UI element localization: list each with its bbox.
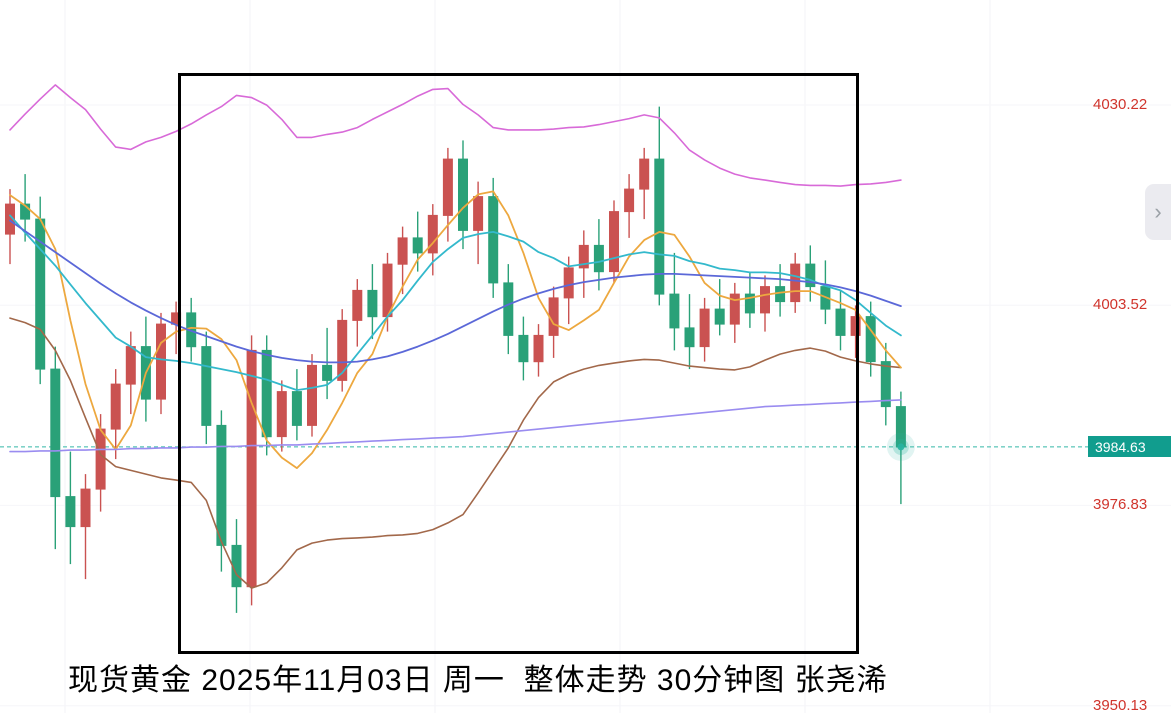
candle	[624, 188, 635, 213]
candle	[835, 308, 846, 336]
candle	[352, 289, 363, 321]
candle	[65, 496, 76, 528]
ma-fast-orange-line	[9, 190, 902, 470]
candle	[790, 263, 801, 303]
candle	[110, 383, 121, 430]
candle	[156, 323, 166, 400]
ma-long-purple-line	[9, 399, 902, 453]
candle	[533, 334, 544, 363]
candle	[563, 267, 574, 299]
candle	[367, 289, 378, 318]
panel-expand-button[interactable]: ›	[1145, 184, 1171, 240]
candle	[850, 316, 861, 336]
candle	[50, 368, 61, 498]
candle	[307, 364, 317, 426]
candle	[669, 293, 680, 329]
annotation-rectangle[interactable]	[178, 73, 859, 654]
candle	[276, 391, 287, 438]
candle	[714, 308, 725, 325]
candle	[503, 282, 514, 336]
candle	[593, 244, 604, 273]
ma-mid-cyan-line	[9, 214, 902, 392]
candle	[458, 158, 468, 231]
candle	[322, 364, 333, 381]
current-price-value: 3984.63	[1095, 438, 1146, 455]
candle	[442, 158, 453, 216]
candle	[488, 196, 499, 284]
candle	[125, 346, 136, 385]
candle	[578, 244, 589, 269]
ma-slow-blue-line	[9, 219, 902, 364]
candle	[201, 346, 212, 426]
candle	[427, 214, 438, 254]
candle	[760, 286, 770, 314]
chevron-right-icon: ›	[1154, 199, 1162, 224]
current-price-tag: 3984.63	[1088, 436, 1171, 458]
candle	[5, 203, 15, 235]
candle	[654, 158, 665, 295]
candle	[412, 237, 423, 254]
candle	[216, 424, 227, 546]
candle	[639, 158, 650, 190]
candle	[699, 308, 710, 348]
candle	[880, 361, 891, 408]
candle	[291, 391, 302, 426]
bollinger-lower-line	[9, 317, 902, 589]
candle	[684, 327, 695, 348]
candle	[518, 334, 529, 363]
candle	[729, 293, 740, 325]
bollinger-upper-line	[9, 84, 902, 187]
candle	[865, 316, 876, 363]
candle	[337, 319, 348, 381]
candle	[744, 293, 755, 314]
last-price-dot	[897, 443, 905, 451]
candle	[609, 211, 619, 273]
chart-caption: 现货黄金 2025年11月03日 周一 整体走势 30分钟图 张尧浠	[68, 664, 888, 697]
candle	[473, 196, 484, 231]
candle	[80, 488, 91, 528]
candle	[20, 203, 31, 220]
candle	[261, 349, 272, 438]
candle	[397, 237, 408, 265]
candle	[805, 263, 816, 288]
candle	[95, 428, 106, 490]
